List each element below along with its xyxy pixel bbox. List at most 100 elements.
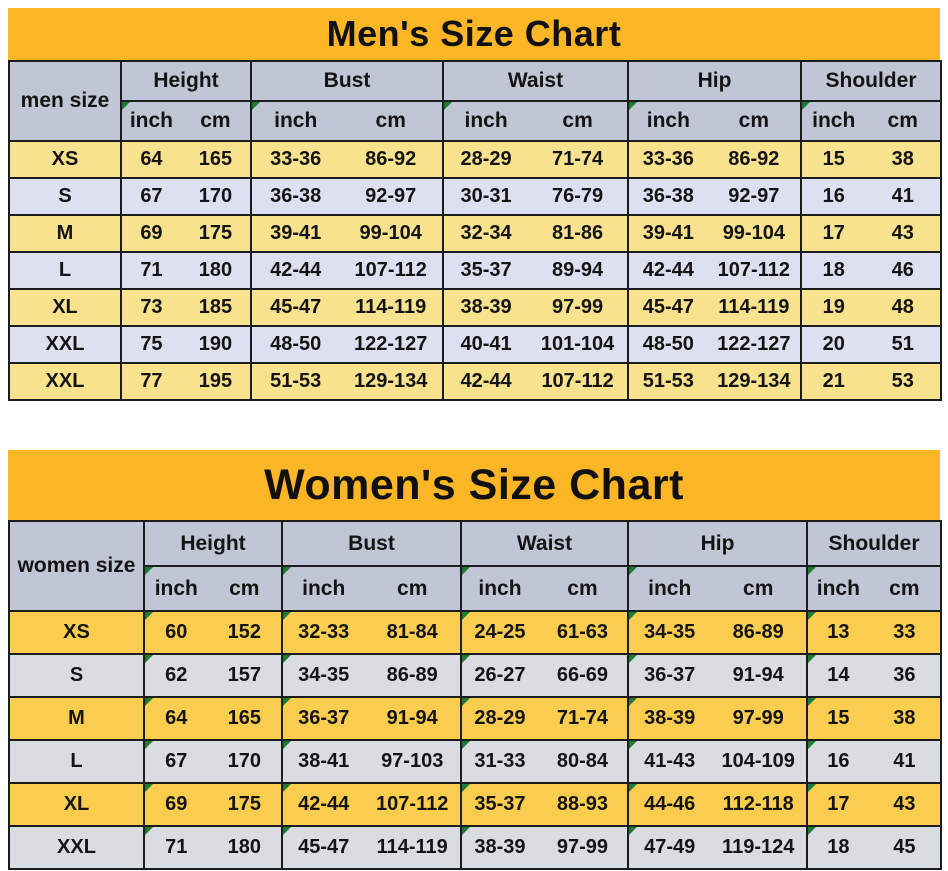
pair-value: 129-134 (717, 370, 791, 392)
bust-cell: 38-41 97-103 (281, 739, 462, 784)
waist-cell: 38-39 97-99 (442, 288, 629, 327)
pair-value: 35-37 (474, 793, 526, 815)
size-label: XXL (8, 825, 145, 870)
men-column-shoulder: Shoulder (800, 60, 942, 102)
men-size-corner-label: men size (8, 60, 122, 142)
men-units-shoulder: inch cm (800, 100, 942, 142)
cell-corner-marker-icon (809, 656, 816, 663)
pair-value: 180 (198, 259, 233, 281)
pair-value: 16 (827, 750, 850, 772)
hip-cell: 36-37 91-94 (627, 653, 808, 698)
pair-value: 45-47 (270, 296, 322, 318)
pair-value: 170 (198, 185, 233, 207)
shoulder-cell: 16 41 (800, 177, 942, 216)
pair-value: cm (200, 109, 231, 132)
pair-value: 75 (140, 333, 163, 355)
pair-value: inch (648, 576, 692, 600)
pair-value: 30-31 (460, 185, 512, 207)
cell-corner-marker-icon (284, 742, 291, 749)
pair-value: 195 (198, 370, 233, 392)
pair-value: 86-89 (732, 621, 784, 643)
pair-value: 34-35 (644, 621, 696, 643)
pair-value: 35-37 (460, 259, 512, 281)
pair-value: 39-41 (270, 222, 322, 244)
bust-cell: 42-44 107-112 (281, 782, 462, 827)
pair-value: 157 (227, 664, 261, 686)
pair-value: 53 (891, 370, 914, 392)
women-row-m-2: M 64 165 36-37 91-94 28-29 71-74 38-39 97-99 15 38 (8, 696, 942, 741)
bust-cell: 36-38 92-97 (250, 177, 444, 216)
bust-cell: 32-33 81-84 (281, 610, 462, 655)
women-size-corner-label: women size (8, 520, 145, 612)
pair-value: 38-39 (460, 296, 512, 318)
pair-value: 67 (140, 185, 163, 207)
size-label: XXL (8, 325, 122, 364)
pair-value: 39-41 (642, 222, 694, 244)
bust-cell: 39-41 99-104 (250, 214, 444, 253)
cell-corner-marker-icon (463, 656, 470, 663)
bust-cell: 51-53 129-134 (250, 362, 444, 401)
pair-value: 20 (822, 333, 845, 355)
cell-corner-marker-icon (463, 613, 470, 620)
hip-cell: 38-39 97-99 (627, 696, 808, 741)
pair-value: 67 (165, 750, 188, 772)
pair-value: 97-99 (556, 836, 609, 858)
men-row-m-2: M 69 175 39-41 99-104 32-34 81-86 39-41 99-104 17… (8, 214, 942, 253)
height-cell: 77 195 (120, 362, 252, 401)
cell-corner-marker-icon (146, 656, 153, 663)
waist-cell: 28-29 71-74 (460, 696, 629, 741)
pair-value: 42-44 (298, 793, 350, 815)
pair-value: 34-35 (298, 664, 350, 686)
pair-value: 51 (891, 333, 914, 355)
pair-value: 97-103 (381, 750, 444, 772)
waist-cell: 38-39 97-99 (460, 825, 629, 870)
pair-value: 36 (893, 664, 916, 686)
bust-cell: 33-36 86-92 (250, 140, 444, 179)
hip-cell: 41-43 104-109 (627, 739, 808, 784)
bust-cell: 45-47 114-119 (250, 288, 444, 327)
pair-value: 107-112 (376, 793, 449, 815)
pair-value: 101-104 (540, 333, 615, 355)
pair-value: 122-127 (353, 333, 428, 355)
pair-value: 44-46 (644, 793, 696, 815)
pair-value: 45 (893, 836, 916, 858)
pair-value: 76-79 (552, 185, 604, 207)
women-row-s-1: S 62 157 34-35 86-89 26-27 66-69 36-37 91-94 14 36 (8, 653, 942, 698)
pair-value: 21 (822, 370, 845, 392)
women-row-l-3: L 67 170 38-41 97-103 31-33 80-84 41-43 104-109 1… (8, 739, 942, 784)
pair-value: 31-33 (474, 750, 526, 772)
men-column-hip: Hip (627, 60, 802, 102)
pair-value: 36-37 (644, 664, 696, 686)
shoulder-cell: 15 38 (800, 140, 942, 179)
cell-corner-marker-icon (630, 656, 637, 663)
pair-value: 86-92 (728, 148, 780, 170)
pair-value: 92-97 (728, 185, 780, 207)
pair-value: inch (154, 576, 198, 600)
size-label: XS (8, 140, 122, 179)
pair-value: cm (375, 109, 406, 132)
men-row-xs-0: XS 64 165 33-36 86-92 28-29 71-74 33-36 86-92 15 3… (8, 140, 942, 179)
pair-value: 180 (227, 836, 261, 858)
pair-value: 107-112 (354, 259, 427, 281)
mens-size-chart-section: Men's Size Chart men size Height Bust Waist… (8, 8, 942, 401)
cell-corner-marker-icon (284, 828, 291, 835)
size-label: XL (8, 782, 145, 827)
men-row-xxl-6: XXL 77 195 51-53 129-134 42-44 107-112 51-53 129… (8, 362, 942, 401)
height-cell: 73 185 (120, 288, 252, 327)
cell-corner-marker-icon (463, 828, 470, 835)
womens-chart-title: Women's Size Chart (8, 450, 940, 520)
shoulder-cell: 14 36 (806, 653, 942, 698)
size-label: XXL (8, 362, 122, 401)
women-units-bust: inch cm (281, 565, 462, 612)
shoulder-cell: 13 33 (806, 610, 942, 655)
shoulder-cell: 15 38 (806, 696, 942, 741)
pair-value: 69 (140, 222, 163, 244)
pair-value: 51-53 (270, 370, 322, 392)
bust-cell: 45-47 114-119 (281, 825, 462, 870)
pair-value: 64 (140, 148, 163, 170)
pair-value: 38 (893, 707, 916, 729)
pair-value: 175 (227, 793, 261, 815)
pair-value: 46 (891, 259, 914, 281)
size-label: XS (8, 610, 145, 655)
